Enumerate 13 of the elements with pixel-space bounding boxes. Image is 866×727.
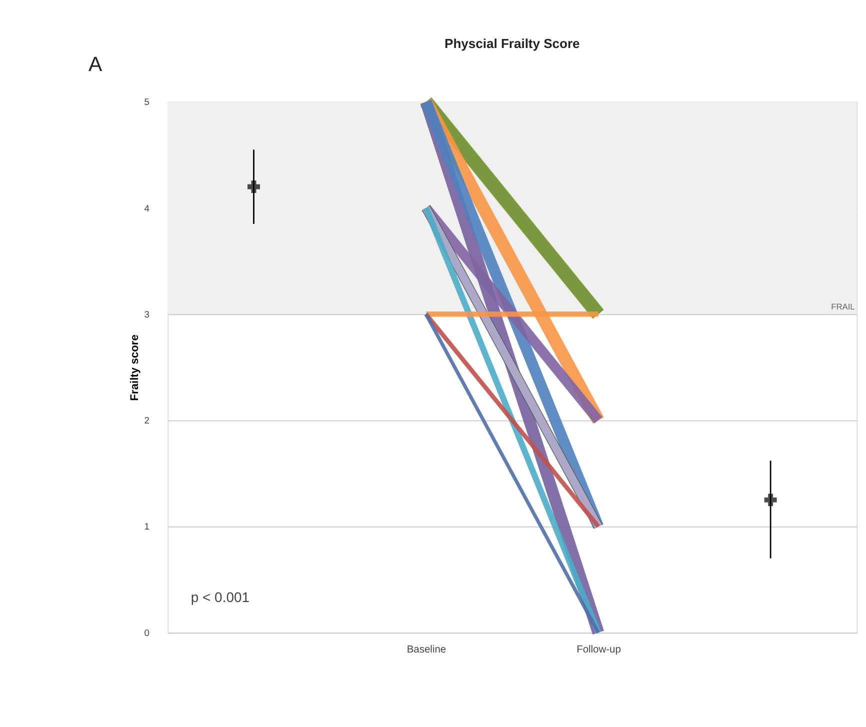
x-tick-label: Baseline (406, 644, 446, 656)
y-tick-label: 2 (144, 416, 150, 426)
x-tick-label: Follow-up (576, 644, 622, 656)
chart-title: Physcial Frailty Score (444, 36, 580, 51)
y-axis-title: Frailty score (128, 334, 141, 401)
annotation: p < 0.001 (190, 588, 250, 605)
y-tick-label: 0 (144, 628, 150, 638)
y-tick-label: 5 (144, 97, 150, 108)
y-tick-label: 4 (144, 203, 150, 214)
y-tick-label: 1 (144, 522, 150, 532)
band-label: FRAIL (831, 302, 856, 312)
y-tick-label: 3 (144, 309, 150, 320)
text: A (88, 53, 102, 76)
